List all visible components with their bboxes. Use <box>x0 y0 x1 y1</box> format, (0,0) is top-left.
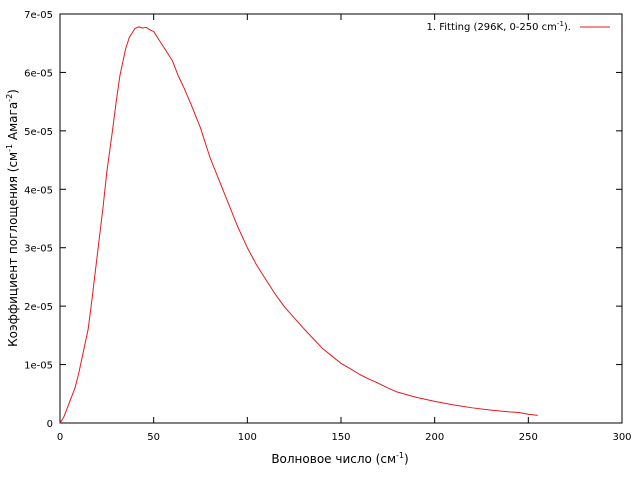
y-tick-label: 1e-05 <box>24 361 53 372</box>
x-tick-label: 100 <box>238 432 257 443</box>
y-axis-title: Коэффициент поглощения (см-1 Амага-2) <box>5 89 20 347</box>
x-tick-label: 50 <box>147 432 160 443</box>
y-tick-label: 5e-05 <box>24 127 53 138</box>
plot-area <box>59 13 623 424</box>
y-tick-label: 2e-05 <box>24 302 53 313</box>
legend-label: 1. Fitting (296K, 0-250 cm-1). <box>427 20 571 33</box>
x-axis-title: Волновое число (см-1) <box>271 451 408 466</box>
series-line-0 <box>59 26 538 424</box>
series-group <box>59 26 538 424</box>
plot-frame <box>59 13 623 424</box>
x-tick-label: 200 <box>425 432 444 443</box>
x-axis: 0 50 100 150 200 250 300 <box>57 14 632 443</box>
x-tick-label: 150 <box>331 432 350 443</box>
y-tick-label: 7e-05 <box>24 10 53 21</box>
x-tick-label: 300 <box>612 432 631 443</box>
x-tick-label: 250 <box>519 432 538 443</box>
legend: 1. Fitting (296K, 0-250 cm-1). <box>427 20 610 33</box>
y-tick-label: 3e-05 <box>24 244 53 255</box>
y-tick-label: 4e-05 <box>24 185 53 196</box>
y-axis: 0 1e-05 2e-05 3e-05 4e-05 5e-05 6e-05 7e-05 <box>24 10 622 430</box>
y-tick-label: 0 <box>47 419 53 430</box>
y-tick-label: 6e-05 <box>24 68 53 79</box>
x-tick-label: 0 <box>57 432 63 443</box>
